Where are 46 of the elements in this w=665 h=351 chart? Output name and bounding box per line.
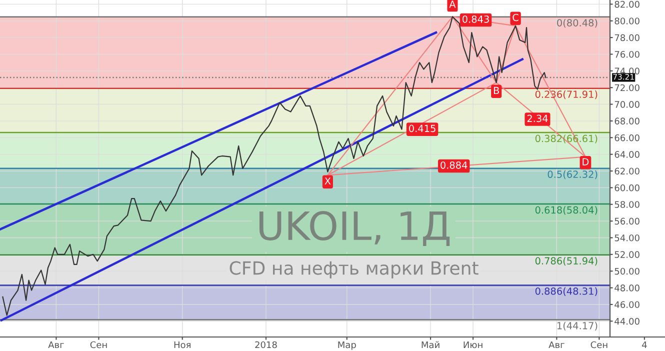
y-tick-label: 62.00 xyxy=(614,168,640,175)
x-tick-label: 2018 xyxy=(255,341,277,348)
y-tick-label: 76.00 xyxy=(614,50,640,58)
y-tick-label: 46.00 xyxy=(614,301,640,308)
text: CFD на нефть марки Brent xyxy=(230,261,478,278)
annotation: 0.884 xyxy=(440,161,468,169)
x-tick-label: Авг xyxy=(48,341,64,348)
annotation: A xyxy=(449,0,456,8)
x-tick-label: Мар xyxy=(338,341,356,350)
x-tick-label: 4 xyxy=(642,341,647,348)
y-tick-label: 56.00 xyxy=(614,218,640,225)
x-tick-label: Авг xyxy=(548,341,564,348)
annotation: B xyxy=(494,86,499,94)
y-tick-label: 54.00 xyxy=(614,234,640,242)
y-tick-label: 64.00 xyxy=(614,151,640,158)
y-tick-label: 52.00 xyxy=(614,251,640,258)
annotation: X xyxy=(324,177,331,185)
x-tick-label: Ноя xyxy=(174,341,190,348)
ref-line-label: 0(80.48) xyxy=(557,18,598,28)
y-tick-label: 50.00 xyxy=(614,268,640,275)
y-tick-label: 44.00 xyxy=(614,318,640,325)
ref-line-label: 1(44.17) xyxy=(557,322,598,330)
ref-line-label: 0.618(58.04) xyxy=(535,206,598,215)
y-tick-label: 66.00 xyxy=(614,134,640,142)
ref-line-label: 0.786(51.94) xyxy=(535,257,598,266)
annotation: 0.415 xyxy=(409,124,436,132)
y-tick-label: 48.00 xyxy=(614,284,640,292)
y-tick-label: 82.00 xyxy=(614,0,640,8)
annotation: 2.34 xyxy=(527,114,548,122)
annotation: C xyxy=(512,14,518,22)
annotation: 0.843 xyxy=(462,15,489,23)
ref-line-label: 0.886(48.31) xyxy=(535,287,598,296)
text: UKOIL, 1Д xyxy=(259,211,450,246)
y-tick-label: 60.00 xyxy=(614,184,640,192)
y-tick-label: 78.00 xyxy=(614,34,640,42)
y-tick-label: 68.00 xyxy=(614,118,640,125)
x-tick-label: Сен xyxy=(590,341,608,348)
y-tick-label: 58.00 xyxy=(614,201,640,208)
y-tick-label: 72.00 xyxy=(614,84,640,92)
x-tick-label: Май xyxy=(422,341,440,348)
x-tick-label: Сен xyxy=(90,341,107,348)
y-tick-label: 70.00 xyxy=(614,101,640,108)
y-tick-label: 80.00 xyxy=(614,18,640,24)
annotation: D xyxy=(582,158,589,166)
x-tick-label: Июн xyxy=(464,341,482,348)
ref-line-label: 0.5(62.32) xyxy=(548,170,598,180)
